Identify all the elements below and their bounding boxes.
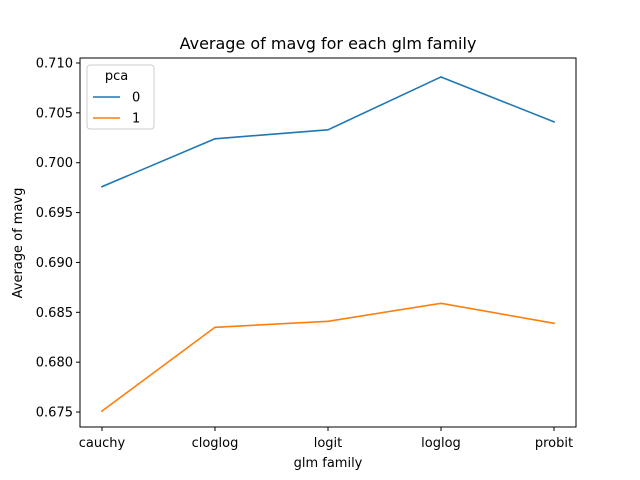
y-tick-label: 0.710 <box>36 56 73 71</box>
x-axis-label: glm family <box>294 456 363 471</box>
data-point-0 <box>553 121 555 123</box>
y-axis-label: Average of mavg <box>11 188 26 299</box>
legend: pca 0 1 <box>86 64 155 130</box>
legend-box <box>86 64 155 130</box>
y-tick-label: 0.705 <box>36 106 73 121</box>
x-tick-label: loglog <box>421 436 461 451</box>
x-tick-label: cauchy <box>79 436 126 451</box>
data-point-0 <box>440 76 442 78</box>
y-tick-label: 0.695 <box>36 206 73 221</box>
data-point-0 <box>101 185 103 188</box>
plot-area: 0.675 0.680 0.685 0.690 0.695 0.700 0.705 0.710… <box>36 56 577 451</box>
y-tick-label: 0.685 <box>36 306 73 321</box>
data-point-1 <box>214 326 216 329</box>
data-point-1 <box>440 302 442 305</box>
chart-title: Average of mavg for each glm family <box>180 34 477 53</box>
y-tick-label: 0.675 <box>36 406 73 421</box>
y-tick-label: 0.680 <box>36 356 73 371</box>
x-tick-label: probit <box>535 436 573 451</box>
data-point-0 <box>327 129 329 131</box>
data-point-1 <box>327 320 329 323</box>
legend-label-1: 1 <box>132 112 140 127</box>
data-point-1 <box>101 410 103 412</box>
x-tick-label: logit <box>314 436 343 451</box>
legend-label-0: 0 <box>132 91 140 106</box>
x-tick-label: cloglog <box>192 436 239 451</box>
data-point-1 <box>553 322 555 325</box>
legend-title: pca <box>105 69 128 84</box>
data-point-0 <box>214 137 216 140</box>
y-tick-label: 0.690 <box>36 256 73 271</box>
y-tick-label: 0.700 <box>36 156 73 171</box>
